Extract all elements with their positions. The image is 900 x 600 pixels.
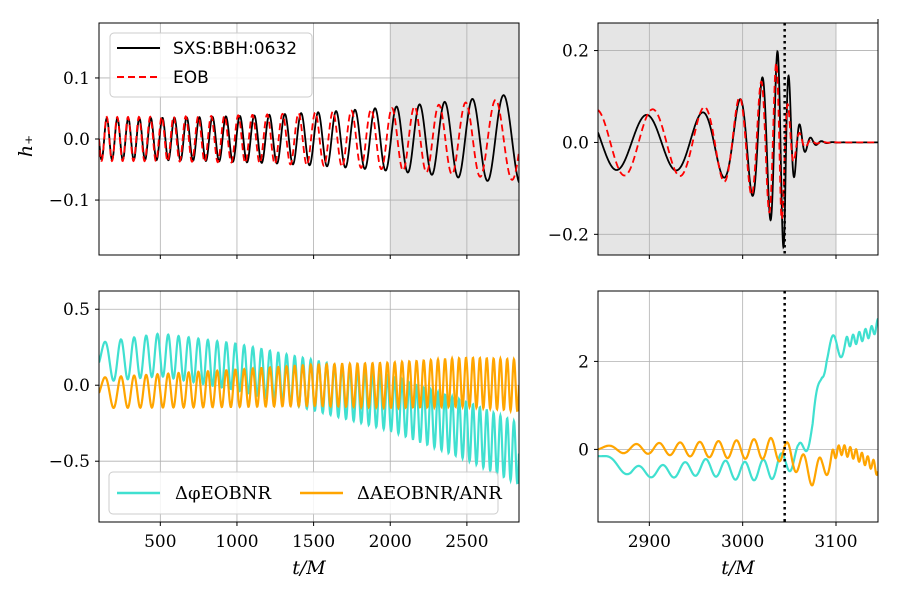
legend-label-eob: EOB xyxy=(173,68,209,88)
panel-bottom-right: 2900 3000 3100 0 2 t/M xyxy=(578,290,879,579)
panel-bottom-left: 500 1000 1500 2000 2500 −0.5 0.0 0.5 t/M ΔφEOBN… xyxy=(49,290,520,579)
legend-label-damp-text: ΔAEOBNR/ANR xyxy=(357,483,502,504)
x-tick-label: 500 xyxy=(144,532,176,552)
panel-top-right: −0.2 0.0 0.2 xyxy=(548,19,879,259)
y-tick-label: 0.0 xyxy=(562,133,589,153)
series-line xyxy=(99,355,519,415)
shaded-region xyxy=(598,23,836,255)
y-tick-label: 0.1 xyxy=(63,69,90,89)
x-tick-label: 1500 xyxy=(292,532,335,552)
x-tick-label: 3100 xyxy=(814,532,857,552)
legend-top-left: SXS:BBH:0632 EOB xyxy=(109,32,313,98)
y-tick-label: 0.5 xyxy=(63,300,90,320)
series-line xyxy=(99,98,519,181)
legend-label-dphi: ΔφEOBNR xyxy=(175,483,271,504)
legend-label-damp: ΔAEOBNR/ANR xyxy=(357,483,502,504)
y-tick-label: 0.0 xyxy=(63,376,90,396)
series-line xyxy=(598,61,878,222)
series-line xyxy=(598,318,878,482)
y-tick-label: 2 xyxy=(578,352,589,372)
y-tick-label: 0 xyxy=(578,440,589,460)
ylabel-h-plus: h₊ xyxy=(15,135,37,157)
x-tick-label: 2500 xyxy=(445,532,488,552)
legend-bottom-left: ΔφEOBNR ΔAEOBNR/ANR xyxy=(108,471,502,515)
series-line xyxy=(598,436,878,487)
xlabel-bottom-left: t/M xyxy=(292,557,326,579)
xlabel-bottom-right: t/M xyxy=(721,557,755,579)
x-tick-label: 1000 xyxy=(215,532,258,552)
x-tick-label: 2000 xyxy=(369,532,412,552)
x-tick-label: 3000 xyxy=(721,532,764,552)
legend-label-sxs: SXS:BBH:0632 xyxy=(173,39,297,59)
y-tick-label: −0.2 xyxy=(548,225,589,245)
y-tick-label: −0.5 xyxy=(49,452,90,472)
series-line xyxy=(598,49,878,250)
panel-top-left: −0.1 0.0 0.1 h₊ SXS:BBH:0632 EOB xyxy=(15,22,520,259)
y-tick-label: 0.0 xyxy=(63,130,90,150)
y-tick-label: −0.1 xyxy=(49,191,90,211)
legend-label-dphi-text: ΔφEOBNR xyxy=(175,483,271,504)
x-tick-label: 2900 xyxy=(628,532,671,552)
y-tick-label: 0.2 xyxy=(562,42,589,62)
